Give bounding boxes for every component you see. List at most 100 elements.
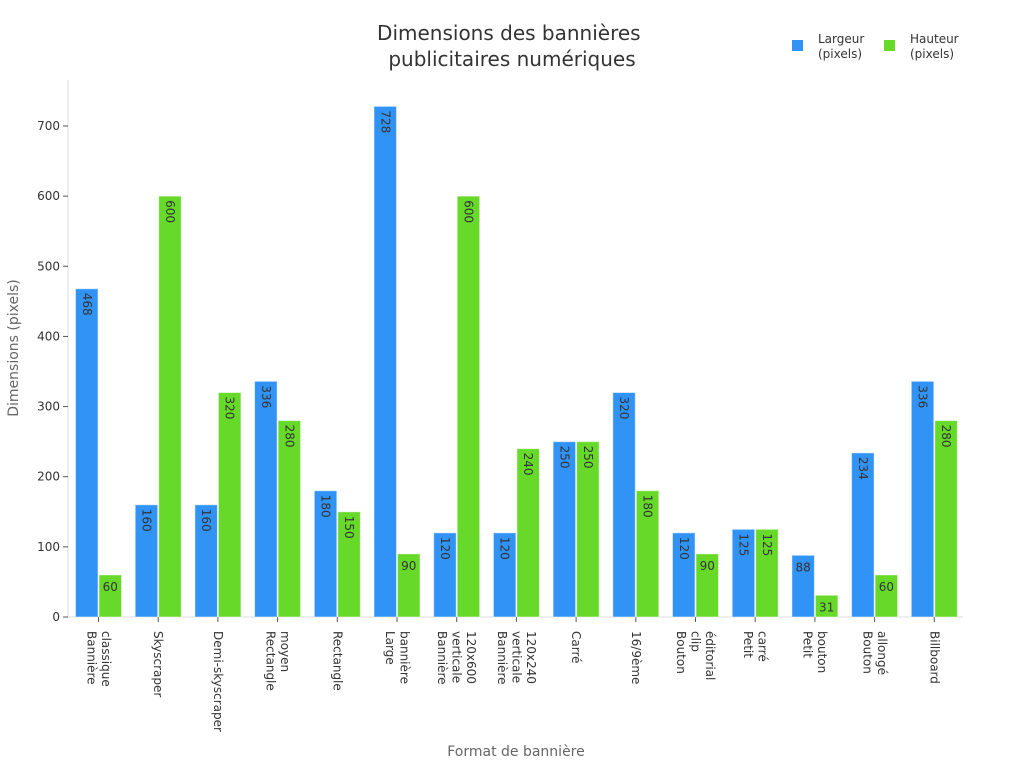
bar-value-label: 728 <box>378 110 392 133</box>
x-tick-label-line: Rectangle <box>263 631 277 691</box>
bar <box>576 441 600 618</box>
bar <box>194 504 218 618</box>
bar-value-label: 234 <box>856 457 870 480</box>
x-tick-label-line: Carré <box>569 631 583 664</box>
bar-value-label: 250 <box>557 446 571 469</box>
bar-value-label: 468 <box>80 293 94 316</box>
bar-value-label: 88 <box>796 560 811 574</box>
bar-value-label: 125 <box>760 533 774 556</box>
bar <box>791 554 815 618</box>
x-tick-label-line: Bouton <box>674 631 688 674</box>
legend: Largeur (pixels)Hauteur (pixels) <box>792 32 959 61</box>
x-tick-label: Bannièreverticale120x240 <box>495 631 538 685</box>
x-tick-label-line: 120x240 <box>524 631 538 684</box>
bar <box>851 452 875 618</box>
bar-value-label: 31 <box>819 600 834 614</box>
x-axis-label: Format de bannière <box>447 744 585 760</box>
y-tick-label: 300 <box>37 400 60 414</box>
x-tick-label-line: Demi-skyscraper <box>211 631 225 732</box>
bar <box>98 574 122 618</box>
plot-area: 0100200300400500600700Bannièreclassique4… <box>37 80 963 732</box>
x-tick-label-line: Bannière <box>495 631 509 685</box>
x-tick-label: Carré <box>569 631 583 664</box>
x-tick-label-line: Bannière <box>84 631 98 685</box>
bar <box>217 392 242 618</box>
x-tick-label: Largebannière <box>383 631 412 684</box>
legend-label-line: Hauteur <box>910 32 959 46</box>
x-tick-label: Petitcarré <box>741 631 770 662</box>
x-tick-label-line: Rectangle <box>330 631 344 691</box>
x-tick-label-line: 16/9ème <box>629 631 643 684</box>
bar <box>313 490 338 618</box>
bar-value-label: 600 <box>163 200 177 223</box>
bar <box>910 380 935 618</box>
bar-value-label: 60 <box>103 580 118 594</box>
bar <box>635 490 660 618</box>
bar <box>731 528 756 618</box>
bar <box>934 420 958 618</box>
x-tick-label-line: éditorial <box>703 631 717 680</box>
bar-value-label: 320 <box>223 397 237 420</box>
bar <box>277 420 302 618</box>
bar-value-label: 160 <box>199 509 213 532</box>
bar-value-label: 320 <box>617 397 631 420</box>
bar-value-label: 60 <box>879 580 894 594</box>
bar <box>755 528 779 618</box>
x-tick-label-line: Bouton <box>860 631 874 674</box>
bar <box>433 532 457 618</box>
bar <box>695 553 719 618</box>
bar <box>552 441 577 618</box>
bar-value-label: 120 <box>677 537 691 560</box>
x-tick-label-line: moyen <box>278 631 292 672</box>
x-tick-label: Demi-skyscraper <box>211 631 225 732</box>
y-axis-label: Dimensions (pixels) <box>6 279 22 417</box>
bar-value-label: 280 <box>282 425 296 448</box>
bar <box>874 574 899 618</box>
bar-value-label: 90 <box>401 559 416 573</box>
x-tick-label-line: Skyscraper <box>151 631 165 697</box>
bar <box>337 511 361 618</box>
x-tick-label-line: Large <box>383 631 397 665</box>
x-tick-label-line: Petit <box>801 631 815 658</box>
bar-value-label: 120 <box>498 537 512 560</box>
bar <box>254 380 278 618</box>
chart-title: Dimensions des bannières publicitaires n… <box>377 21 647 71</box>
bar-value-label: 600 <box>461 200 475 223</box>
y-tick-label: 0 <box>52 610 60 624</box>
x-tick-label-line: carré <box>755 631 769 662</box>
bar-value-label: 280 <box>939 425 953 448</box>
x-tick-label: Bannièreclassique <box>84 631 113 687</box>
x-tick-label: Rectangle <box>330 631 344 691</box>
bar <box>456 195 481 618</box>
y-tick-label: 200 <box>37 470 60 484</box>
bar <box>814 594 839 618</box>
x-tick-label-line: verticale <box>509 631 523 683</box>
bar-value-label: 336 <box>259 385 273 408</box>
x-tick-label-line: bannière <box>397 631 411 684</box>
bar-value-label: 250 <box>581 446 595 469</box>
y-tick-label: 700 <box>37 119 60 133</box>
bar-value-label: 120 <box>438 537 452 560</box>
bar <box>158 195 182 618</box>
legend-label-line: (pixels) <box>910 47 954 61</box>
bar-value-label: 336 <box>916 385 930 408</box>
x-tick-label-line: classique <box>99 631 113 687</box>
bar <box>373 105 397 618</box>
bar-value-label: 180 <box>319 495 333 518</box>
chart-title-line-1: Dimensions des bannières <box>377 21 641 45</box>
bar <box>397 553 421 618</box>
bar <box>612 392 636 618</box>
bar-value-label: 240 <box>521 453 535 476</box>
x-tick-label: Billboard <box>927 631 941 684</box>
y-tick-label: 600 <box>37 189 60 203</box>
bar <box>492 532 517 618</box>
x-tick-label-line: Billboard <box>927 631 941 684</box>
legend-label: Largeur (pixels) <box>818 32 864 61</box>
bar <box>516 448 540 618</box>
bar-value-label: 150 <box>342 516 356 539</box>
legend-label-line: Largeur <box>818 32 864 46</box>
legend-label: Hauteur (pixels) <box>910 32 959 61</box>
bar <box>672 532 696 618</box>
x-tick-label-line: 120x600 <box>464 631 478 684</box>
